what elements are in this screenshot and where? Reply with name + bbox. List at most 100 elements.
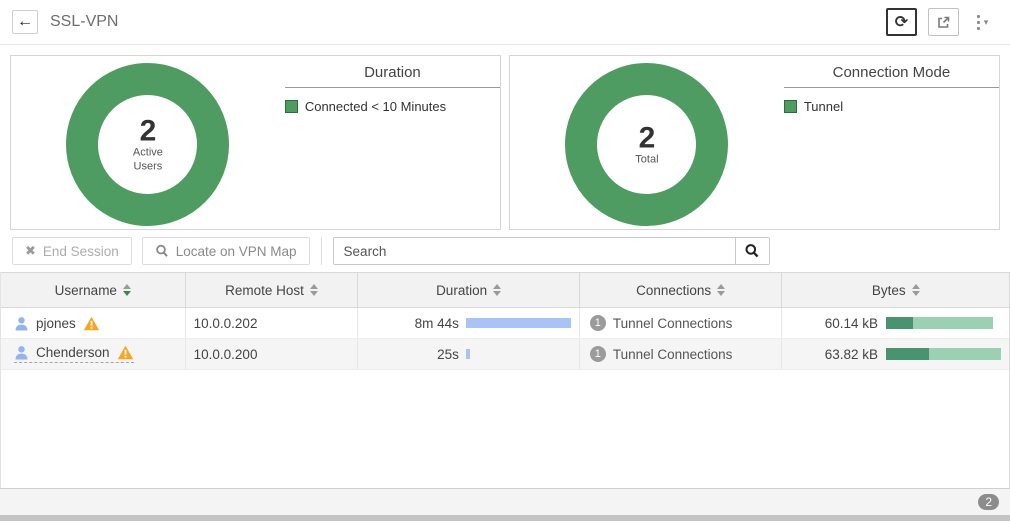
column-header-username[interactable]: Username xyxy=(1,273,186,307)
toolbar: ✖ End Session Locate on VPN Map xyxy=(0,230,1010,265)
more-options-menu-button[interactable]: ▾ xyxy=(967,8,998,36)
username-text[interactable]: pjones xyxy=(36,315,76,331)
legend-item-label: Tunnel xyxy=(803,99,844,114)
sort-icon xyxy=(309,284,318,296)
duration-bar xyxy=(465,349,571,359)
toolbar-divider xyxy=(320,237,322,265)
bottom-scrollbar-strip[interactable] xyxy=(0,515,1010,521)
duration-cell: 25s xyxy=(358,339,580,369)
total-count: 2 xyxy=(638,120,656,154)
sort-icon xyxy=(493,284,502,296)
footer-bar: 2 xyxy=(0,488,1010,515)
sort-icon xyxy=(717,284,726,296)
username-text[interactable]: Chenderson xyxy=(36,345,110,360)
duration-donut-zone: 2 Active Users xyxy=(11,56,285,229)
duration-legend-title: Duration xyxy=(364,64,421,81)
sort-icon xyxy=(911,284,920,296)
connections-text: Tunnel Connections xyxy=(612,315,733,331)
active-users-count: 2 xyxy=(139,114,157,147)
bytes-bar xyxy=(885,348,1001,360)
external-link-icon xyxy=(936,15,951,30)
column-header-connections[interactable]: Connections xyxy=(580,273,783,307)
duration-cell: 8m 44s xyxy=(358,308,580,338)
duration-legend: Duration Connected < 10 Minutes xyxy=(284,56,500,229)
connection-mode-legend: Connection Mode Tunnel xyxy=(783,56,999,229)
refresh-icon: ⟳ xyxy=(894,14,909,31)
bytes-cell: 63.82 kB xyxy=(782,339,1009,369)
connection-mode-chart-panel: 2 Total Connection Mode Tunnel xyxy=(509,55,1000,230)
back-button[interactable]: ← xyxy=(12,10,38,34)
refresh-button[interactable]: ⟳ xyxy=(886,8,917,36)
legend-item-tunnel[interactable]: Tunnel xyxy=(783,99,999,114)
column-label: Bytes xyxy=(871,282,906,298)
green-swatch-icon xyxy=(284,100,298,113)
legend-item-label: Connected < 10 Minutes xyxy=(304,99,447,114)
search-input[interactable] xyxy=(333,238,735,264)
bytes-sent-segment xyxy=(885,348,929,360)
column-header-remote-host[interactable]: Remote Host xyxy=(186,273,359,307)
bottom-edge xyxy=(0,521,1010,523)
x-icon: ✖ xyxy=(25,243,36,258)
ellipsis-vertical-icon xyxy=(976,14,980,30)
table-row[interactable]: pjones 10.0.0.202 8m 44s xyxy=(1,308,1009,339)
column-label: Connections xyxy=(636,282,712,298)
search-icon xyxy=(744,243,760,259)
locate-on-vpn-map-button[interactable]: Locate on VPN Map xyxy=(141,237,310,265)
chevron-down-icon: ▾ xyxy=(983,16,989,27)
bytes-bar xyxy=(885,317,1001,329)
bytes-sent-segment xyxy=(885,317,913,329)
duration-donut-chart[interactable]: 2 Active Users xyxy=(66,63,230,226)
connection-mode-donut-center: 2 Total xyxy=(607,122,687,167)
bytes-cell: 60.14 kB xyxy=(782,308,1009,338)
end-session-label: End Session xyxy=(42,243,119,259)
bytes-received-segment xyxy=(928,348,1001,360)
green-swatch-icon xyxy=(783,100,797,113)
bytes-text: 60.14 kB xyxy=(824,315,878,331)
bytes-received-segment xyxy=(912,317,993,329)
legend-divider xyxy=(284,87,500,88)
connection-count-badge: 1 xyxy=(589,346,606,362)
duration-text: 8m 44s xyxy=(414,315,459,331)
sort-icon xyxy=(122,284,131,296)
username-cell: pjones xyxy=(1,308,186,338)
table-header-row: Username Remote Host Duration Connection… xyxy=(1,272,1009,308)
end-session-button[interactable]: ✖ End Session xyxy=(12,237,132,265)
duration-text: 25s xyxy=(437,346,459,362)
magnifier-icon xyxy=(155,244,169,258)
open-in-new-window-button[interactable] xyxy=(928,8,959,36)
column-header-duration[interactable]: Duration xyxy=(358,273,580,307)
search-submit-button[interactable] xyxy=(734,238,769,264)
sessions-table: Username Remote Host Duration Connection… xyxy=(0,272,1010,488)
legend-item-connected[interactable]: Connected < 10 Minutes xyxy=(284,99,500,114)
duration-donut-center: 2 Active Users xyxy=(108,115,188,174)
bytes-text: 63.82 kB xyxy=(824,346,878,362)
column-label: Username xyxy=(54,282,117,298)
warning-icon[interactable] xyxy=(117,345,134,360)
connections-cell: 1 Tunnel Connections xyxy=(580,339,783,369)
row-count-badge: 2 xyxy=(978,494,999,510)
page-title: SSL-VPN xyxy=(50,13,119,30)
connection-mode-legend-title: Connection Mode xyxy=(832,64,951,81)
connection-count-badge: 1 xyxy=(589,315,606,331)
charts-row: 2 Active Users Duration Connected < 10 M… xyxy=(0,45,1010,230)
duration-bar xyxy=(465,318,571,328)
active-users-label: Active Users xyxy=(132,146,163,173)
column-label: Remote Host xyxy=(225,282,304,298)
search-box xyxy=(332,237,770,265)
connection-mode-donut-chart[interactable]: 2 Total xyxy=(565,63,729,226)
arrow-left-icon: ← xyxy=(17,13,33,30)
warning-icon[interactable] xyxy=(83,316,100,331)
table-row[interactable]: Chenderson 10.0.0.200 25s xyxy=(1,339,1009,370)
column-header-bytes[interactable]: Bytes xyxy=(782,273,1009,307)
remote-host-text: 10.0.0.202 xyxy=(193,315,258,331)
column-label: Duration xyxy=(436,282,488,298)
legend-divider xyxy=(783,87,999,88)
username-cell: Chenderson xyxy=(1,339,186,369)
total-label: Total xyxy=(635,153,659,166)
remote-host-cell: 10.0.0.202 xyxy=(186,308,359,338)
connections-text: Tunnel Connections xyxy=(612,346,733,362)
locate-label: Locate on VPN Map xyxy=(175,243,297,259)
user-icon xyxy=(14,316,29,331)
table-empty-area xyxy=(1,370,1009,488)
